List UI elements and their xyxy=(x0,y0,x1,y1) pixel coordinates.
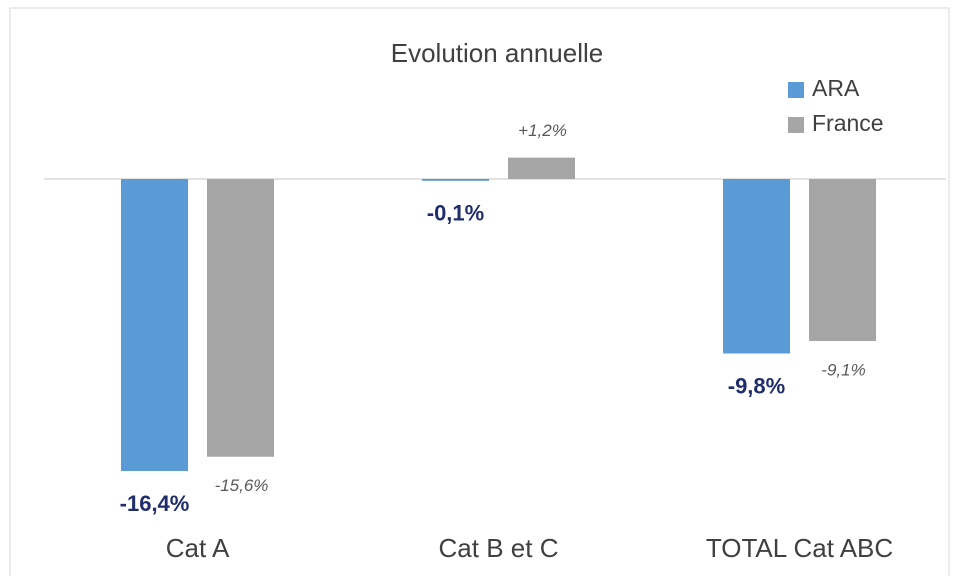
data-label: -9,8% xyxy=(728,373,785,398)
bar xyxy=(121,179,188,471)
data-label: -0,1% xyxy=(427,201,484,226)
legend-swatch xyxy=(788,82,804,98)
data-label: -16,4% xyxy=(120,491,190,516)
bar xyxy=(508,157,575,179)
x-tick-label: TOTAL Cat ABC xyxy=(706,533,893,563)
legend-label: France xyxy=(812,110,884,136)
bar xyxy=(207,179,274,457)
data-label: -9,1% xyxy=(821,361,865,380)
bar xyxy=(723,179,790,354)
bar xyxy=(809,179,876,342)
data-label: +1,2% xyxy=(518,121,567,140)
x-tick-label: Cat B et C xyxy=(439,533,559,563)
bar xyxy=(422,179,489,181)
legend-swatch xyxy=(788,117,804,133)
x-tick-label: Cat A xyxy=(166,533,230,563)
legend-label: ARA xyxy=(812,75,860,101)
chart-title: Evolution annuelle xyxy=(391,38,604,68)
data-label: -15,6% xyxy=(215,476,269,495)
